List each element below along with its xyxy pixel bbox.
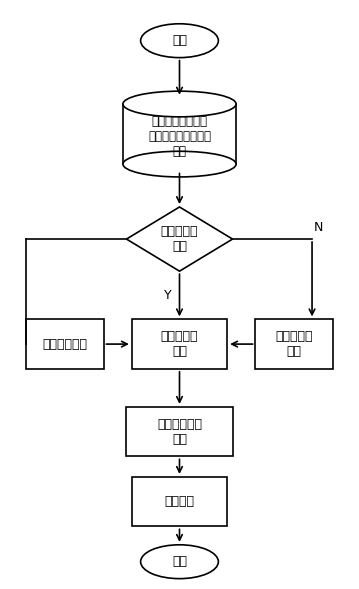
Ellipse shape: [141, 545, 218, 578]
FancyBboxPatch shape: [256, 319, 333, 369]
FancyBboxPatch shape: [132, 477, 227, 527]
FancyBboxPatch shape: [132, 319, 227, 369]
Text: 结束: 结束: [172, 555, 187, 568]
Text: 最优序列长度
识别: 最优序列长度 识别: [157, 418, 202, 446]
Text: Y: Y: [164, 289, 172, 302]
FancyBboxPatch shape: [123, 104, 236, 164]
Text: 序列平稳性
检验: 序列平稳性 检验: [161, 225, 198, 253]
Polygon shape: [126, 207, 233, 271]
Text: N: N: [314, 221, 323, 234]
Text: 开始: 开始: [172, 34, 187, 47]
Text: 动态预测: 动态预测: [164, 495, 195, 508]
Ellipse shape: [123, 151, 236, 177]
FancyBboxPatch shape: [126, 407, 233, 456]
Ellipse shape: [123, 91, 236, 117]
Text: 参数估计与
检验: 参数估计与 检验: [161, 330, 198, 358]
FancyBboxPatch shape: [26, 319, 103, 369]
Text: 区域儿科门诊人次
（日、周、月）时间
序列: 区域儿科门诊人次 （日、周、月）时间 序列: [148, 115, 211, 158]
Ellipse shape: [141, 24, 218, 58]
Text: 事件变量识别: 事件变量识别: [42, 337, 87, 350]
Text: 序列平稳性
处理: 序列平稳性 处理: [276, 330, 313, 358]
